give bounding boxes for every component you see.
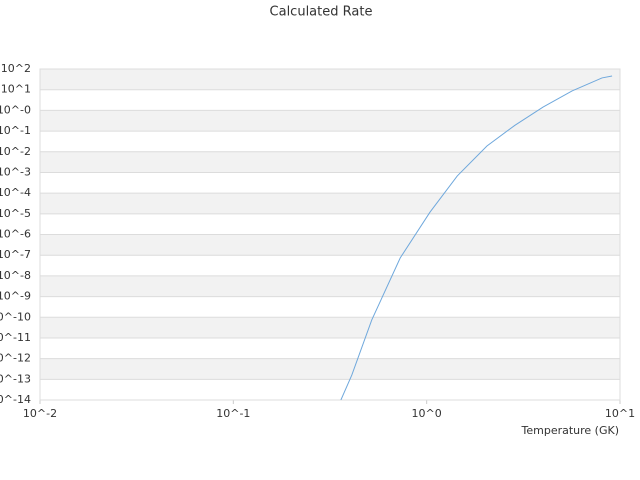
grid-band: [40, 69, 620, 90]
y-tick-label: 10^-13: [0, 372, 31, 385]
y-tick-label: 10^-6: [0, 228, 31, 241]
grid-band: [40, 358, 620, 380]
y-tick-label: 10^-7: [0, 248, 31, 261]
y-tick-label: 10^-12: [0, 352, 31, 365]
grid-band: [40, 275, 620, 297]
y-tick-label: 10^-11: [0, 331, 31, 344]
y-tick-label: 10^-5: [0, 207, 31, 220]
grid-band: [40, 234, 620, 256]
y-tick-label: 10^-3: [0, 165, 31, 178]
y-tick-label: 10^-2: [0, 145, 31, 158]
y-tick-label: 10^1: [1, 83, 31, 96]
x-tick-label: 10^-2: [23, 407, 57, 420]
y-tick-label: 10^-4: [0, 186, 31, 199]
x-tick-label: 10^-1: [216, 407, 250, 420]
chart-title: Calculated Rate: [270, 5, 373, 20]
y-tick-label: 10^-10: [0, 310, 31, 323]
y-tick-label: 10^-9: [0, 290, 31, 303]
y-tick-label: 10^-8: [0, 269, 31, 282]
grid-band: [40, 110, 620, 132]
x-tick-label: 10^0: [412, 407, 442, 420]
y-tick-label: 10^-1: [0, 124, 31, 137]
x-axis-label: Temperature (GK): [521, 424, 620, 437]
grid-band: [40, 151, 620, 173]
plot-border: [39, 68, 621, 401]
data-line: [340, 75, 613, 400]
y-tick-label: 10^2: [1, 62, 31, 75]
grid-band: [40, 317, 620, 338]
x-tick-label: 10^1: [605, 407, 635, 420]
y-tick-label: 10^-14: [0, 393, 31, 406]
y-tick-label: 10^-0: [0, 103, 31, 116]
grid-band: [40, 193, 620, 214]
